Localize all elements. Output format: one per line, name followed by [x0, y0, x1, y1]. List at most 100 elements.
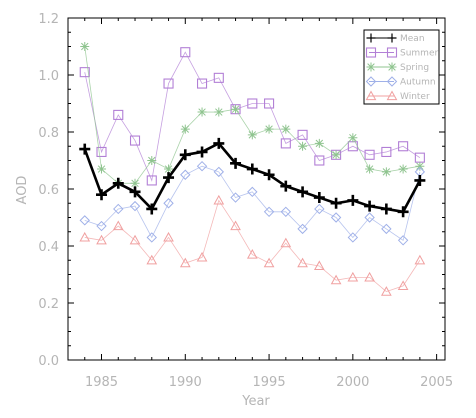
triangle-marker	[112, 220, 124, 231]
plus-marker	[364, 200, 376, 212]
plus-marker	[280, 180, 292, 192]
legend-label-summer: Summer	[400, 49, 438, 59]
star-marker	[415, 161, 425, 171]
star-marker	[130, 178, 140, 188]
triangle-marker	[96, 234, 107, 245]
diamond-marker	[364, 212, 375, 223]
star-marker	[366, 62, 376, 72]
square-marker	[79, 67, 90, 78]
series-line-summer	[84, 51, 421, 182]
triangle-marker	[146, 254, 158, 265]
triangle-marker	[313, 260, 325, 271]
diamond-marker	[247, 186, 258, 198]
diamond-marker	[381, 223, 392, 235]
series-layer	[79, 42, 426, 296]
square-marker	[163, 78, 174, 89]
square-marker	[96, 146, 107, 157]
star-marker	[197, 107, 207, 117]
star-marker	[180, 124, 190, 134]
star-marker	[381, 167, 391, 177]
diamond-marker	[113, 203, 124, 215]
plus-marker	[163, 172, 175, 184]
y-tick-label: 0.8	[38, 126, 59, 141]
plus-marker	[330, 197, 342, 209]
legend-label-autumn: Autumn	[400, 78, 436, 88]
plus-marker	[297, 186, 309, 198]
x-tick-label: 1995	[253, 375, 286, 390]
y-tick-label: 1.2	[38, 12, 59, 27]
plus-marker	[313, 192, 325, 204]
triangle-marker	[179, 257, 191, 268]
y-tick-label: 1.0	[38, 69, 59, 84]
diamond-marker	[347, 232, 359, 243]
diamond-marker	[297, 223, 308, 235]
triangle-marker	[365, 90, 377, 101]
plus-marker	[414, 174, 426, 186]
x-tick-label: 2000	[336, 375, 369, 390]
triangle-marker	[230, 220, 241, 231]
star-marker	[348, 133, 358, 143]
triangle-marker	[280, 237, 292, 248]
square-marker	[314, 155, 325, 166]
legend-label-winter: Winter	[400, 92, 430, 102]
star-marker	[331, 150, 341, 160]
triangle-marker	[79, 231, 91, 242]
y-tick-label: 0.6	[38, 183, 59, 198]
triangle-marker	[213, 194, 225, 205]
plus-marker	[366, 33, 376, 43]
diamond-marker	[96, 220, 107, 232]
x-axis-label: Year	[241, 394, 270, 409]
triangle-marker	[330, 274, 342, 285]
triangle-marker	[263, 257, 275, 268]
plus-marker	[79, 143, 91, 155]
triangle-marker	[163, 231, 174, 242]
star-marker	[298, 141, 308, 151]
square-marker	[386, 47, 398, 58]
triangle-marker	[297, 257, 308, 268]
star-marker	[365, 164, 375, 174]
series-line-winter	[84, 199, 421, 293]
star-marker	[97, 164, 107, 174]
y-axis-label: AOD	[15, 176, 30, 205]
diamond-marker	[365, 76, 377, 87]
star-marker	[231, 104, 241, 114]
triangle-marker	[364, 271, 375, 282]
star-marker	[387, 62, 397, 72]
y-tick-label: 0.2	[38, 297, 59, 312]
x-tick-label: 2005	[420, 375, 453, 390]
square-marker	[129, 135, 141, 146]
axis-ticks: 1985 1990 1995 2000 2005 0.0 0.2 0.4 0.6 0.8 1.0 1.…	[38, 12, 453, 390]
square-marker	[196, 78, 208, 89]
triangle-marker	[129, 234, 141, 245]
triangle-marker	[386, 90, 398, 101]
square-marker	[247, 98, 258, 109]
legend-label-mean: Mean	[400, 34, 425, 44]
plus-marker	[380, 203, 392, 215]
plus-marker	[246, 163, 258, 175]
legend: Mean Summer Spring Autumn Winter	[363, 29, 440, 105]
diamond-marker	[386, 76, 398, 87]
diamond-marker	[163, 198, 174, 209]
square-marker	[113, 109, 124, 120]
square-marker	[213, 72, 224, 83]
star-marker	[147, 156, 157, 165]
star-marker	[398, 164, 408, 174]
diamond-marker	[263, 206, 275, 218]
diamond-marker	[180, 169, 191, 180]
diamond-marker	[314, 203, 325, 215]
square-marker	[264, 98, 275, 109]
triangle-marker	[246, 249, 258, 259]
square-marker	[381, 146, 392, 157]
plus-marker	[146, 203, 158, 215]
series-line-autumn	[84, 165, 421, 241]
plus-marker	[230, 157, 242, 169]
triangle-marker	[347, 271, 359, 282]
star-marker	[247, 130, 257, 140]
diamond-marker	[330, 212, 342, 223]
plus-marker	[196, 146, 208, 158]
diamond-marker	[196, 160, 208, 172]
square-marker	[364, 149, 375, 160]
star-marker	[264, 124, 274, 134]
diamond-marker	[397, 235, 409, 246]
star-marker	[80, 42, 90, 51]
